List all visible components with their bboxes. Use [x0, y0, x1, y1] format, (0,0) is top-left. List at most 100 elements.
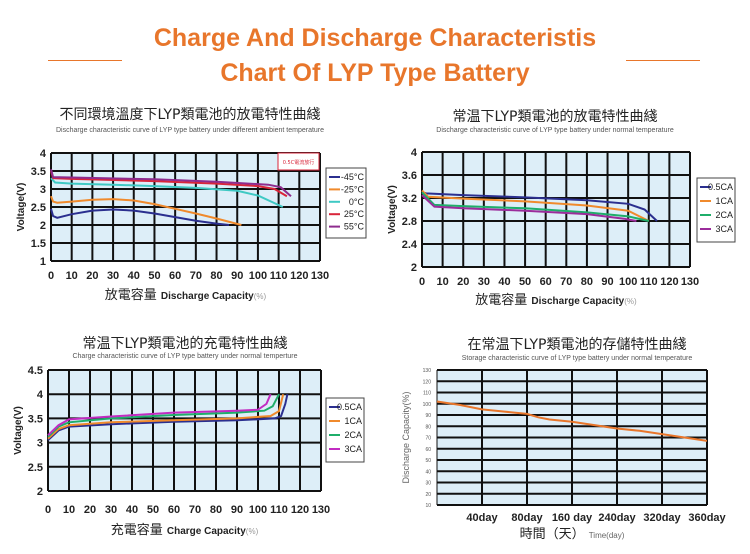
chart-subtitle: Storage characteristic curve of LYP type… [462, 355, 693, 362]
y-axis-label: Discharge Capacity(%) [401, 391, 411, 483]
y-tick-label: 3 [37, 438, 43, 450]
chart-title: 在常温下LYP類電池的存儲特性曲綫 [468, 337, 687, 353]
x-axis-label: 充電容量 Charge Capacity(%) [111, 522, 259, 538]
x-tick-label: 240day [598, 512, 636, 524]
y-tick-label: 2 [37, 486, 43, 498]
x-axis-label: 放電容量 Discharge Capacity(%) [105, 287, 267, 303]
y-tick-label: 130 [423, 368, 432, 374]
x-tick-label: 50 [147, 504, 159, 516]
y-tick-label: 4.5 [28, 365, 43, 377]
x-tick-label: 10 [436, 276, 448, 288]
x-tick-label: 80day [511, 512, 543, 524]
x-tick-label: 40day [466, 512, 498, 524]
x-tick-label: 10 [63, 504, 75, 516]
x-axis-label: 時間（天） Time(day) [520, 527, 625, 542]
x-tick-label: 110 [270, 270, 288, 282]
y-tick-label: 2.4 [402, 239, 418, 251]
legend-label: 25°C [344, 209, 365, 219]
y-tick-label: 2.5 [28, 462, 43, 474]
legend-label: 3CA [344, 444, 362, 454]
x-tick-label: 90 [231, 504, 243, 516]
x-tick-label: 60 [540, 276, 552, 288]
chart-title: 常温下LYP類電池的放電特性曲綫 [453, 109, 658, 125]
x-tick-label: 90 [601, 276, 613, 288]
y-tick-label: 3 [40, 184, 46, 196]
series-line-0.5CA [47, 393, 289, 441]
x-tick-label: 0 [419, 276, 425, 288]
series-line-1CA [47, 393, 285, 440]
y-axis-label: Voltage(V) [13, 406, 24, 455]
x-tick-label: 30 [105, 504, 117, 516]
y-tick-label: 60 [425, 447, 431, 453]
y-tick-label: 4 [40, 148, 47, 160]
y-tick-label: 50 [425, 458, 431, 464]
x-tick-label: 10 [66, 270, 78, 282]
legend-box [325, 397, 365, 463]
x-tick-label: 100 [249, 504, 267, 516]
x-axis-label-en: Time(day) [589, 531, 625, 540]
y-tick-label: 1 [40, 256, 46, 268]
legend-label: -45°C [341, 172, 365, 182]
y-tick-label: 70 [425, 436, 431, 442]
x-tick-label: 100 [619, 276, 637, 288]
x-tick-label: 20 [86, 270, 98, 282]
x-axis-label-cn: 放電容量 [105, 287, 161, 303]
x-tick-label: 80 [210, 270, 222, 282]
y-tick-label: 2.5 [31, 202, 46, 214]
y-axis-label: Voltage(V) [387, 185, 398, 234]
legend-label: 55°C [344, 222, 365, 232]
x-tick-label: 70 [189, 504, 201, 516]
y-tick-label: 80 [425, 424, 431, 430]
x-axis-label: 放電容量 Discharge Capacity(%) [475, 292, 637, 308]
legend-label: -25°C [341, 184, 365, 194]
x-tick-label: 30 [478, 276, 490, 288]
series-line-0C [50, 177, 284, 208]
y-tick-label: 2 [411, 262, 417, 274]
x-tick-label: 60 [168, 504, 180, 516]
x-tick-label: 120 [290, 270, 308, 282]
series-line-3CA [421, 194, 637, 222]
legend-label: 0°C [349, 197, 365, 207]
series-line-0.5CA [421, 191, 658, 222]
decorative-line-left [48, 60, 122, 61]
x-axis-unit: (%) [246, 527, 259, 536]
series-line--25C [50, 195, 242, 226]
x-tick-label: 160 day [552, 512, 593, 524]
x-axis-label-cn: 充電容量 [111, 522, 167, 538]
y-tick-label: 120 [423, 379, 432, 385]
x-tick-label: 40 [126, 504, 138, 516]
y-tick-label: 20 [425, 492, 431, 498]
series-line-2CA [421, 191, 650, 222]
legend-label: 1CA [715, 196, 733, 206]
x-tick-label: 360day [688, 512, 726, 524]
x-tick-label: 130 [311, 270, 329, 282]
y-tick-label: 30 [425, 481, 431, 487]
y-tick-label: 3.6 [402, 170, 417, 182]
legend-label: 2CA [715, 210, 733, 220]
x-tick-label: 110 [640, 276, 658, 288]
chart-subtitle: Charge characteristic curve of LYP type … [72, 353, 297, 360]
x-tick-label: 0 [45, 504, 51, 516]
y-tick-label: 10 [425, 503, 431, 509]
x-tick-label: 20 [457, 276, 469, 288]
x-tick-label: 110 [270, 504, 288, 516]
y-tick-label: 2 [40, 220, 46, 232]
legend-label: 1CA [344, 416, 362, 426]
x-tick-label: 80 [581, 276, 593, 288]
x-tick-label: 320day [643, 512, 681, 524]
x-tick-label: 70 [560, 276, 572, 288]
legend-label: 0.5CA [337, 402, 362, 412]
y-tick-label: 4 [411, 147, 418, 159]
series-line-25C [50, 170, 288, 198]
chart-2: 常温下LYP類電池的放電特性曲綫 Discharge characteristic… [387, 109, 736, 308]
y-tick-label: 3.2 [402, 193, 417, 205]
y-axis-label: Voltage(V) [16, 183, 27, 232]
annotation-text: 0.5C電流放行 [283, 159, 314, 166]
y-tick-label: 4 [37, 389, 44, 401]
y-tick-label: 40 [425, 469, 431, 475]
x-tick-label: 50 [148, 270, 160, 282]
chart-1: 不同環境溫度下LYP類電池的放電特性曲綫 Discharge characteri… [16, 107, 367, 303]
x-axis-label-cn: 時間（天） [520, 527, 589, 542]
page-title-line1: Charge And Discharge Characteristis [153, 24, 597, 52]
